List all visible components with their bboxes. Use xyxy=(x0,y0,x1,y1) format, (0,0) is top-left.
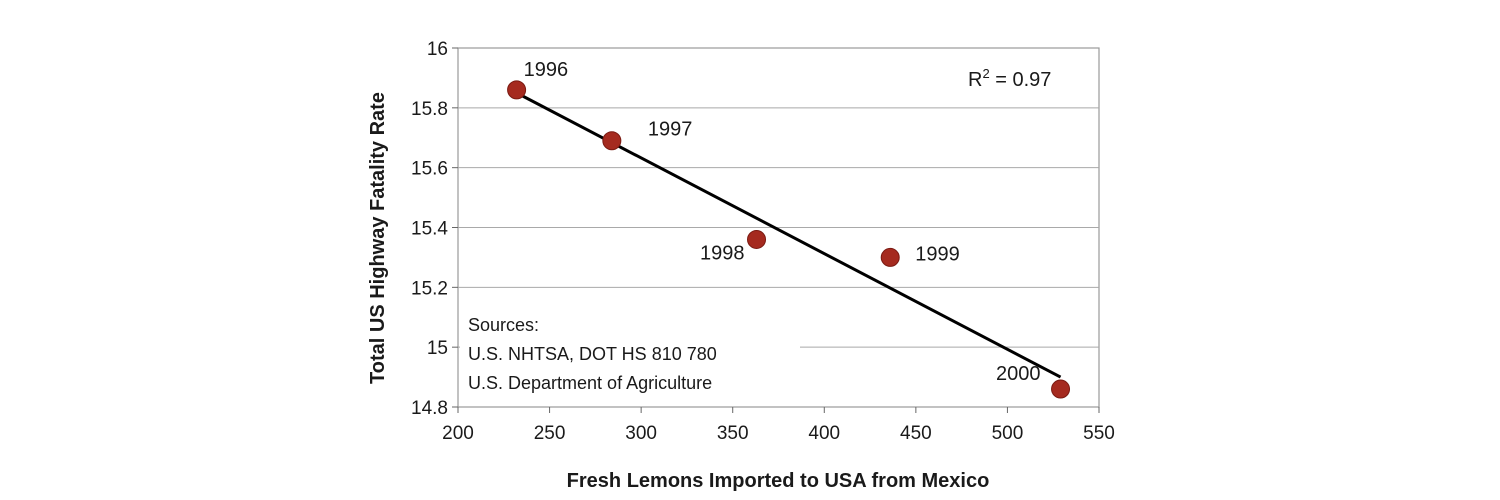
point-label-1996: 1996 xyxy=(524,59,569,81)
x-axis-ticks: 200 250 300 350 400 450 500 550 xyxy=(442,407,1115,444)
source-line-nhtsa: U.S. NHTSA, DOT HS 810 780 xyxy=(468,344,717,364)
point-1996 xyxy=(507,80,527,100)
y-tick-label: 15.4 xyxy=(411,219,448,240)
x-tick-label: 200 xyxy=(442,423,474,444)
y-tick-label: 15.8 xyxy=(411,99,448,120)
x-tick-label: 400 xyxy=(808,423,840,444)
point-1999 xyxy=(880,247,900,267)
point-label-1998: 1998 xyxy=(700,242,745,264)
r-squared-label: R2 = 0.97 xyxy=(968,66,1051,91)
point-1998 xyxy=(747,229,767,249)
x-tick-label: 550 xyxy=(1083,423,1115,444)
y-tick-label: 15.6 xyxy=(411,159,448,180)
data-points xyxy=(507,80,1071,399)
point-1997 xyxy=(602,131,622,151)
source-line-usda: U.S. Department of Agriculture xyxy=(468,373,712,393)
x-tick-label: 450 xyxy=(900,423,932,444)
sources-box xyxy=(460,308,800,405)
y-tick-label: 15.2 xyxy=(411,278,448,299)
y-axis-ticks: 14.8 15 15.2 15.4 15.6 15.8 16 xyxy=(411,39,458,419)
y-axis-title: Total US Highway Fatality Rate xyxy=(367,92,389,384)
point-label-1999: 1999 xyxy=(915,243,960,265)
y-tick-label: 14.8 xyxy=(411,398,448,419)
x-tick-label: 300 xyxy=(625,423,657,444)
point-label-2000: 2000 xyxy=(996,363,1041,385)
x-tick-label: 250 xyxy=(534,423,566,444)
x-axis-title: Fresh Lemons Imported to USA from Mexico xyxy=(567,470,990,492)
point-labels: 1996 1997 1998 1999 2000 xyxy=(524,59,1041,385)
point-label-1997: 1997 xyxy=(648,119,693,141)
y-tick-label: 16 xyxy=(427,39,448,60)
point-2000 xyxy=(1051,379,1071,399)
sources-heading: Sources: xyxy=(468,315,539,335)
x-tick-label: 350 xyxy=(717,423,749,444)
x-tick-label: 500 xyxy=(992,423,1024,444)
y-tick-label: 15 xyxy=(427,338,448,359)
